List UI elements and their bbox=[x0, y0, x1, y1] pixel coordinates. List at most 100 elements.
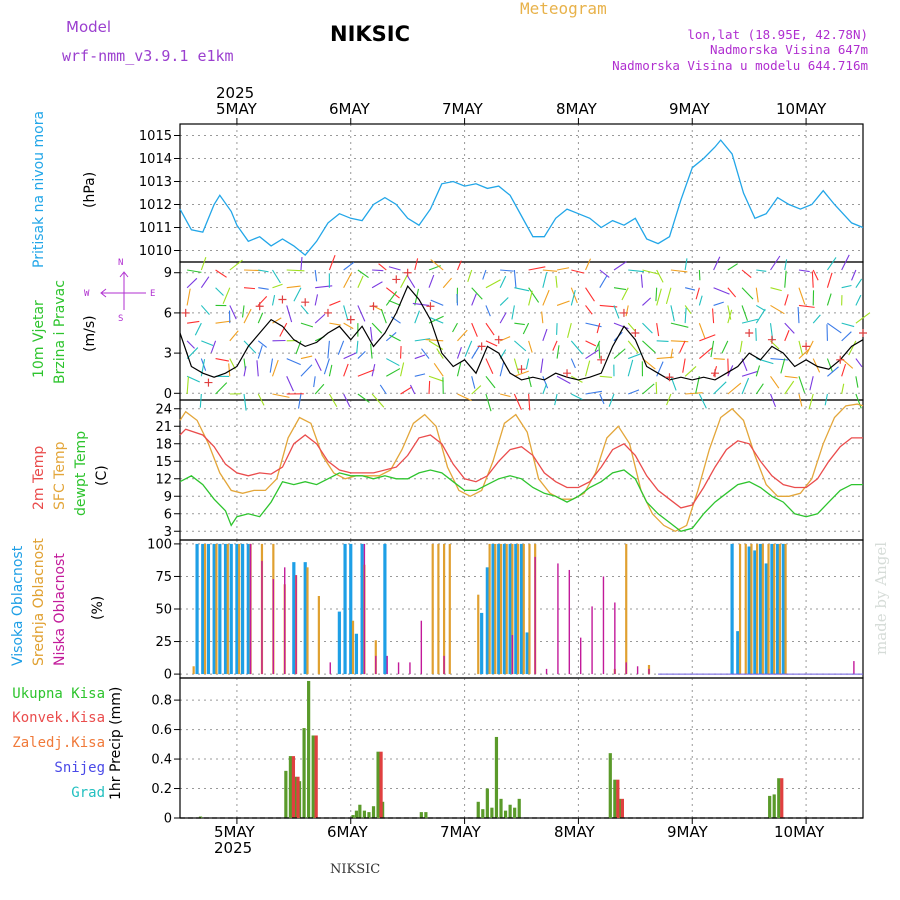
cloud-bar bbox=[354, 633, 359, 675]
wind-arrow bbox=[721, 340, 729, 354]
cloud-bar bbox=[738, 543, 742, 675]
wind-arrow bbox=[571, 393, 583, 400]
wind-gust-marker bbox=[477, 342, 486, 351]
wind-arrow bbox=[713, 287, 730, 295]
y-tick-label: 0.8 bbox=[151, 694, 172, 709]
precip-bar bbox=[499, 798, 503, 818]
compass-e: E bbox=[150, 289, 156, 299]
y-tick-label: 0.6 bbox=[151, 723, 172, 738]
wind-arrow bbox=[433, 363, 444, 377]
top-day-label: 5MAY bbox=[216, 100, 257, 118]
cloud-bar bbox=[758, 543, 763, 675]
wind-arrow bbox=[229, 305, 237, 320]
wind-arrow bbox=[684, 366, 697, 377]
wind-arrow bbox=[471, 345, 481, 359]
wind-arrow bbox=[698, 393, 707, 409]
cloud-bar bbox=[485, 567, 489, 675]
precip-bar bbox=[371, 806, 376, 818]
wind-arrow bbox=[297, 393, 302, 409]
wind-arrow bbox=[471, 287, 483, 300]
wind-arrow bbox=[542, 328, 548, 342]
wind-arrow bbox=[328, 364, 333, 377]
wind-arrow bbox=[499, 275, 507, 288]
bottom-day-label: 5MAY bbox=[214, 823, 255, 841]
wind-arrow bbox=[698, 295, 703, 306]
wind-arrow bbox=[456, 260, 462, 271]
wind-gust-marker bbox=[631, 329, 640, 338]
cloud-bar bbox=[545, 668, 548, 675]
wind-arrow bbox=[770, 255, 781, 271]
wind-arrow bbox=[409, 384, 416, 395]
wind-arrow bbox=[243, 340, 257, 354]
cloud-bar bbox=[329, 662, 331, 675]
wind-arrow bbox=[414, 338, 431, 342]
precip-bar bbox=[351, 815, 355, 818]
wind-arrow bbox=[541, 311, 544, 324]
wind-arrow bbox=[780, 358, 786, 374]
wind-arrow bbox=[257, 312, 264, 324]
cloud-bar bbox=[778, 543, 782, 675]
wind-gust-marker bbox=[494, 335, 503, 344]
wind-arrow bbox=[286, 358, 301, 366]
wind-arrow bbox=[555, 275, 558, 288]
cloud-bar bbox=[431, 543, 434, 675]
wind-arrow bbox=[371, 281, 383, 289]
cloud-bar bbox=[448, 543, 451, 675]
wind-arrow bbox=[514, 340, 527, 352]
wind-arrow bbox=[215, 269, 227, 278]
wind-arrow bbox=[385, 332, 397, 342]
wind-arrow bbox=[739, 340, 743, 353]
cloud-bar bbox=[206, 543, 211, 675]
wind-arrow bbox=[540, 358, 544, 373]
cloud-bar bbox=[292, 562, 296, 675]
wind-arrow bbox=[428, 340, 444, 350]
cloud-bar bbox=[776, 543, 780, 675]
cloud-bar bbox=[261, 560, 263, 675]
wind-arrow bbox=[755, 383, 764, 395]
cloud-bar bbox=[442, 543, 446, 675]
wind-arrow bbox=[300, 322, 314, 328]
legend-convective-rain: Konvek.Kisa bbox=[12, 710, 105, 726]
precip-bar bbox=[198, 816, 203, 818]
cloud-bar bbox=[499, 543, 503, 675]
wind-arrow bbox=[670, 269, 688, 273]
wind-arrow bbox=[343, 352, 358, 360]
wind-arrow bbox=[243, 308, 252, 324]
wind-arrow bbox=[727, 309, 733, 324]
wind-arrow bbox=[215, 320, 231, 324]
y-tick-label: 24 bbox=[155, 402, 172, 417]
wind-arrow bbox=[186, 340, 195, 349]
wind-arrow bbox=[598, 342, 601, 359]
wind-arrow bbox=[642, 383, 655, 395]
y-tick-label: 9 bbox=[164, 490, 172, 505]
wind-arrow bbox=[570, 340, 584, 355]
wind-arrow bbox=[826, 358, 834, 373]
wind-arrow bbox=[286, 305, 293, 323]
wind-arrow bbox=[727, 263, 738, 271]
cloud-bar bbox=[525, 632, 529, 675]
wind-arrow bbox=[642, 297, 652, 306]
wind-gust-marker bbox=[597, 355, 606, 364]
cloud-bar bbox=[773, 543, 776, 675]
wind-gust-marker bbox=[745, 329, 754, 338]
cloud-bar bbox=[303, 562, 307, 675]
precip-bar bbox=[288, 756, 293, 818]
wind-arrow bbox=[371, 364, 376, 377]
wind-arrow bbox=[428, 274, 435, 288]
wind-arrow bbox=[343, 272, 353, 288]
wind-gust-marker bbox=[204, 378, 213, 387]
cloud-bar bbox=[756, 543, 759, 675]
cloud-bar bbox=[781, 543, 785, 675]
wind-arrow bbox=[186, 347, 199, 359]
wind-gust-marker bbox=[403, 268, 412, 277]
wind-arrow bbox=[699, 347, 713, 359]
wind-arrow bbox=[684, 307, 687, 324]
wind-arrow bbox=[467, 269, 473, 282]
wind-arrow bbox=[809, 376, 814, 391]
wind-gust-marker bbox=[181, 308, 190, 317]
wind-arrow bbox=[456, 362, 462, 377]
wind-arrow bbox=[372, 269, 384, 272]
wind-arrow bbox=[756, 304, 766, 312]
cloud-bar bbox=[522, 543, 525, 675]
wind-arrow bbox=[356, 340, 359, 354]
